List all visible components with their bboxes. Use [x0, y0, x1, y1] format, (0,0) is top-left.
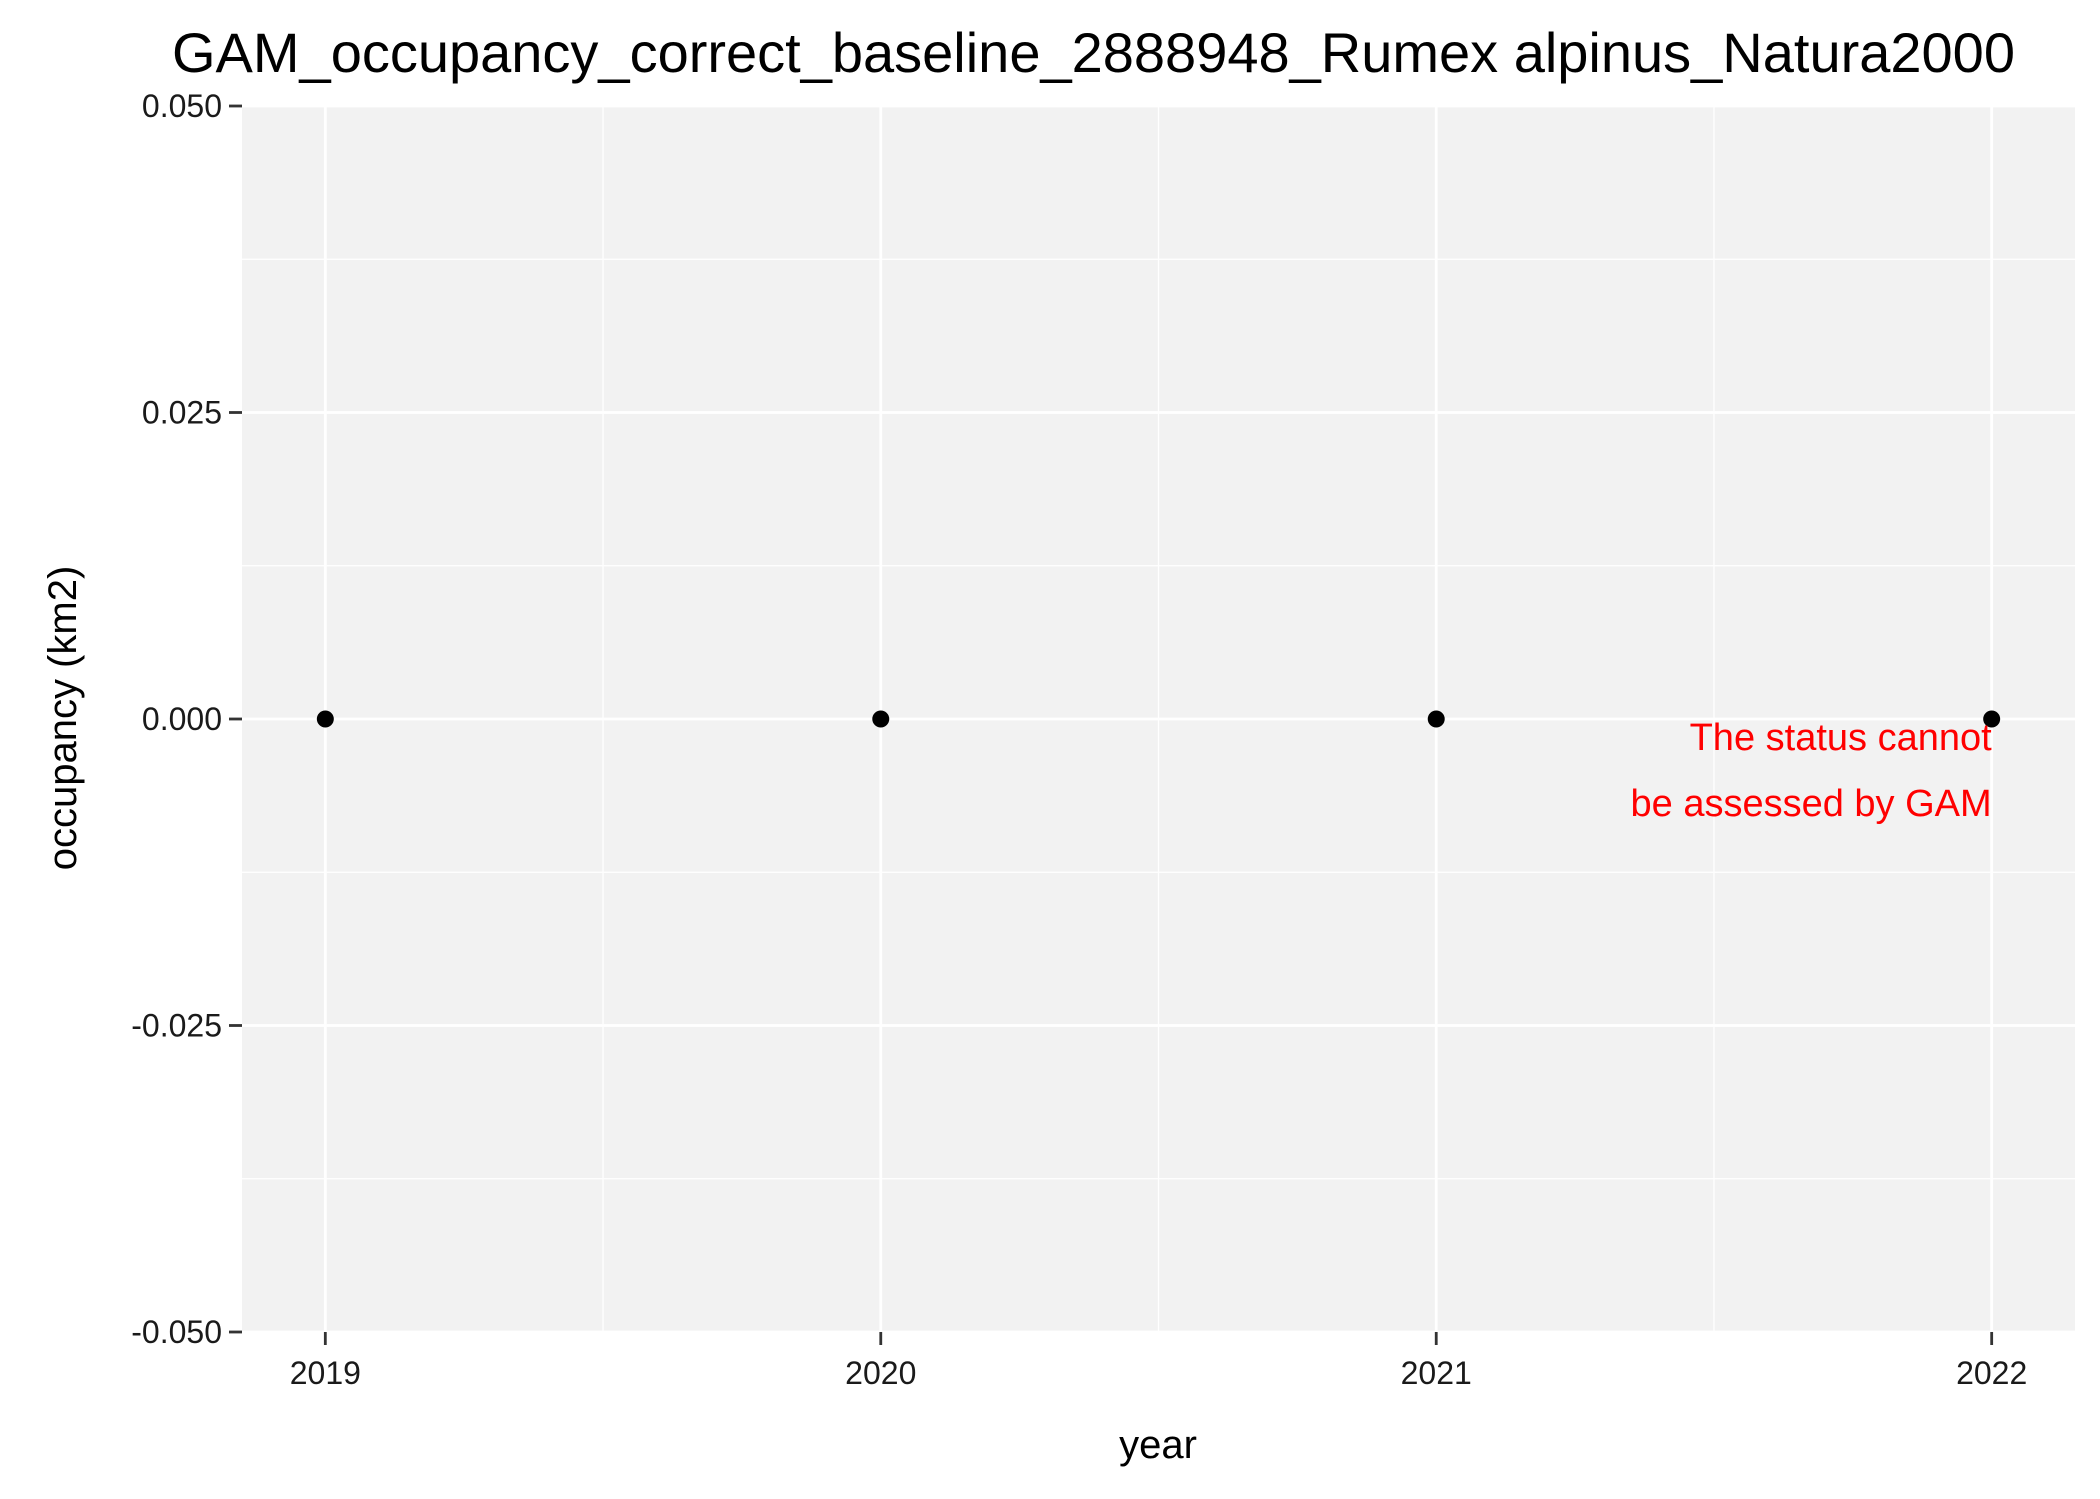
x-tick-label: 2020	[845, 1355, 916, 1391]
y-tick-label: -0.025	[131, 1008, 222, 1044]
annotation: The status cannot be assessed by GAM	[1631, 717, 1993, 825]
x-tick-label: 2019	[290, 1355, 361, 1391]
y-tick-label: 0.025	[142, 395, 222, 431]
data-point	[872, 710, 890, 728]
x-tick-label: 2022	[1956, 1355, 2027, 1391]
annotation-line: The status cannot	[1690, 717, 1993, 759]
y-tick-label: -0.050	[131, 1314, 222, 1350]
y-axis: -0.050 -0.025 0.000 0.025 0.050	[131, 88, 242, 1350]
data-point	[316, 710, 334, 728]
y-tick-label: 0.000	[142, 701, 222, 737]
y-axis-title: occupancy (km2)	[41, 566, 85, 871]
x-axis-title: year	[1119, 1423, 1197, 1467]
chart-title: GAM_occupancy_correct_baseline_2888948_R…	[172, 21, 2015, 84]
y-tick-label: 0.050	[142, 88, 222, 124]
data-points	[316, 710, 2001, 728]
annotation-line: be assessed by GAM	[1631, 783, 1992, 825]
x-tick-label: 2021	[1401, 1355, 1472, 1391]
data-point	[1427, 710, 1445, 728]
x-axis: 2019 2020 2021 2022	[290, 1332, 2027, 1391]
data-point	[1983, 710, 2001, 728]
